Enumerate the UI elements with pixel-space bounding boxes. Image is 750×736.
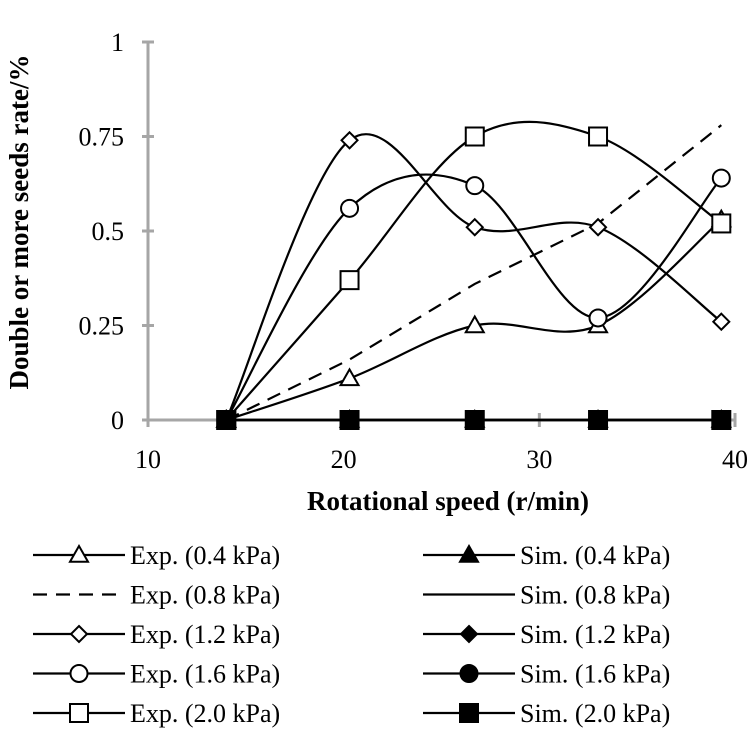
legend-label: Sim. (1.6 kPa) [520, 660, 670, 689]
data-point [464, 314, 486, 334]
legend: Exp. (0.4 kPa) Sim. (0.4 kPa) Exp. (0.8 kP… [33, 541, 670, 728]
legend-swatch-marker [459, 664, 479, 683]
data-point [216, 410, 237, 430]
data-point [711, 410, 732, 430]
y-tick-label: 0.25 [79, 312, 125, 341]
legend-label: Sim. (2.0 kPa) [520, 699, 670, 728]
legend-swatch-marker [458, 543, 480, 563]
data-point [465, 176, 485, 196]
legend-item: Exp. (0.8 kPa) [33, 581, 280, 610]
x-tick-label: 10 [135, 445, 161, 474]
axes: 0 0.25 0.5 0.75 1 10 20 30 40 [79, 28, 749, 474]
legend-item: Sim. (2.0 kPa) [423, 699, 670, 728]
y-tick-label: 0.75 [79, 123, 125, 152]
series-exp-0-8-kpa [225, 124, 722, 421]
legend-swatch-marker [69, 703, 89, 723]
legend-label: Sim. (0.4 kPa) [520, 541, 670, 570]
legend-label: Exp. (2.0 kPa) [130, 699, 280, 728]
series-layer [215, 120, 733, 430]
series-sim-2-0-kpa [216, 410, 732, 430]
legend-swatch-marker [459, 624, 479, 644]
series-exp-1-6-kpa [216, 168, 731, 430]
legend-label: Exp. (0.8 kPa) [130, 581, 280, 610]
data-point [340, 198, 360, 218]
legend-swatch-marker [69, 664, 89, 683]
legend-swatch-marker [69, 624, 89, 644]
legend-item: Exp. (2.0 kPa) [33, 699, 280, 728]
x-tick-label: 30 [526, 445, 552, 474]
data-point [711, 168, 731, 188]
legend-item: Sim. (1.6 kPa) [423, 660, 670, 689]
y-tick-label: 0 [111, 406, 124, 435]
legend-label: Exp. (1.2 kPa) [130, 620, 280, 649]
data-point [711, 312, 731, 332]
x-axis-title: Rotational speed (r/min) [307, 486, 589, 516]
legend-item: Sim. (0.8 kPa) [423, 581, 670, 610]
data-point [340, 130, 359, 150]
data-point [339, 270, 360, 291]
y-axis-title: Double or more seeds rate/% [4, 55, 34, 390]
series-line [225, 124, 722, 421]
y-tick-label: 0.5 [92, 217, 125, 246]
data-point [588, 217, 608, 237]
x-tick-label: 20 [331, 445, 357, 474]
series-line [225, 133, 722, 421]
legend-label: Exp. (0.4 kPa) [130, 541, 280, 570]
data-point [588, 126, 609, 147]
legend-item: Exp. (1.2 kPa) [33, 620, 280, 649]
series-line [225, 120, 722, 421]
legend-swatch-marker [68, 543, 90, 563]
legend-item: Sim. (0.4 kPa) [423, 541, 670, 570]
data-point [339, 410, 360, 430]
legend-item: Exp. (0.4 kPa) [33, 541, 280, 570]
data-point [711, 213, 732, 234]
data-point [465, 217, 485, 237]
data-point [588, 410, 609, 430]
y-tick-label: 1 [111, 28, 124, 57]
legend-label: Exp. (1.6 kPa) [130, 660, 280, 689]
series-exp-0-4-kpa [215, 208, 733, 428]
data-point [464, 126, 485, 147]
data-point [464, 410, 485, 430]
legend-label: Sim. (1.2 kPa) [520, 620, 670, 649]
x-tick-label: 40 [722, 445, 748, 474]
legend-item: Exp. (1.6 kPa) [33, 660, 280, 689]
data-point [338, 367, 361, 387]
legend-label: Sim. (0.8 kPa) [520, 581, 670, 610]
legend-swatch-marker [459, 703, 479, 723]
data-point [588, 308, 608, 328]
legend-item: Sim. (1.2 kPa) [423, 620, 670, 649]
